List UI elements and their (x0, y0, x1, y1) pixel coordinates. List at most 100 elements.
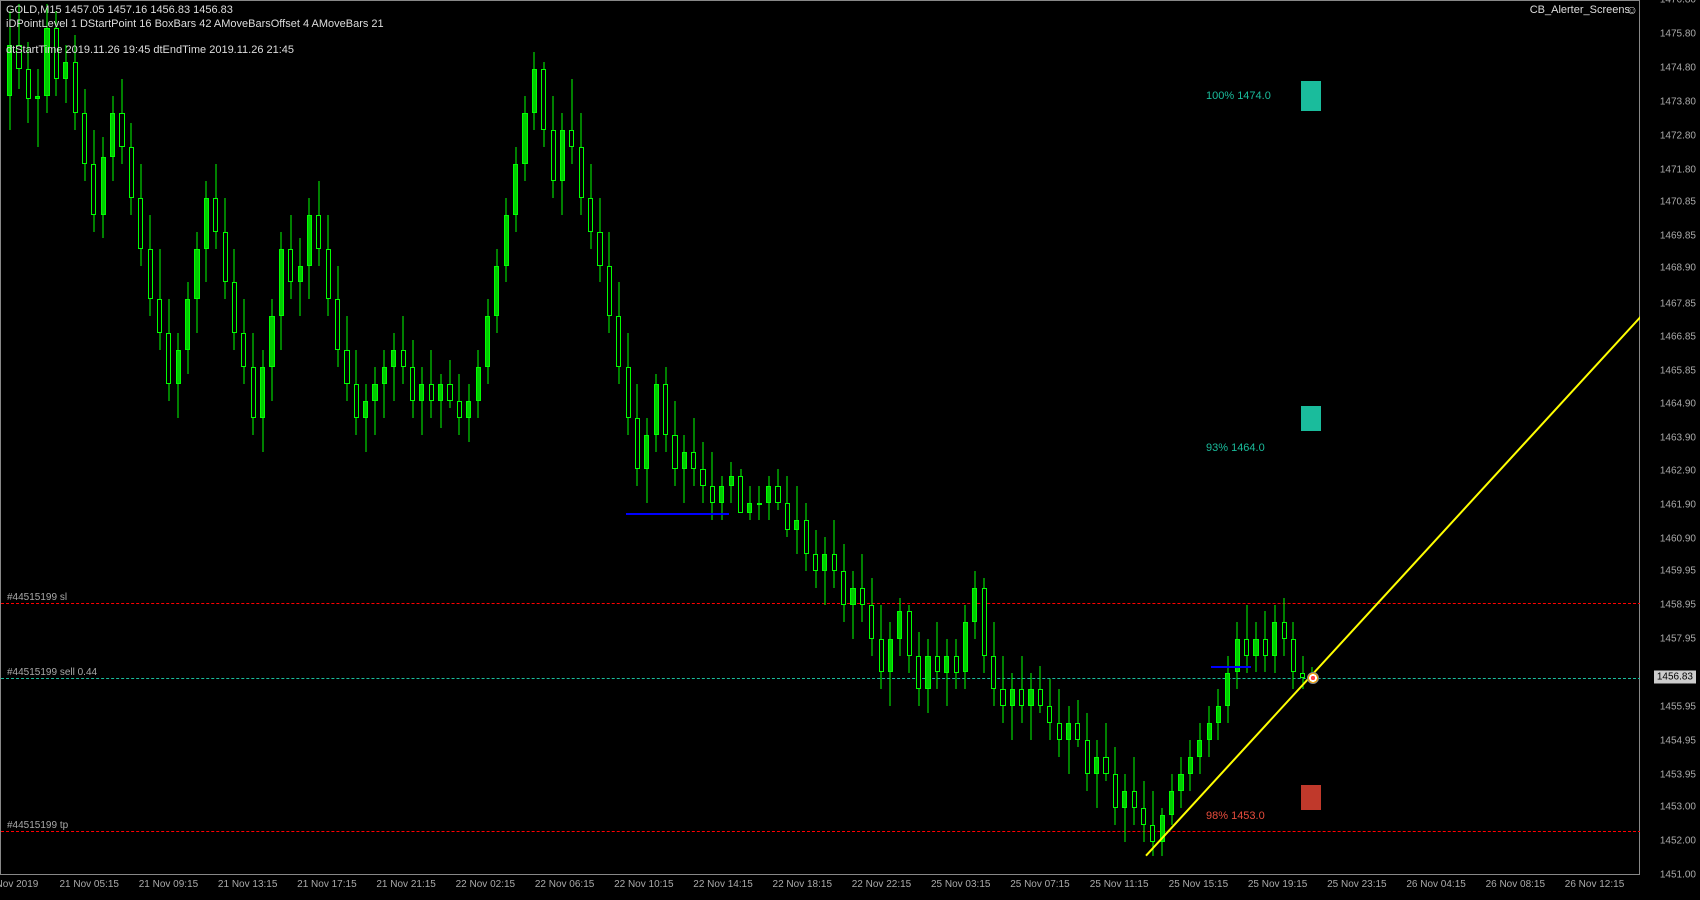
candle[interactable] (335, 266, 340, 368)
candle[interactable] (476, 350, 481, 418)
candle[interactable] (326, 215, 331, 317)
candle[interactable] (485, 299, 490, 384)
target-box[interactable] (1301, 81, 1321, 111)
candle[interactable] (232, 249, 237, 351)
candle[interactable] (504, 198, 509, 283)
candle[interactable] (935, 622, 940, 690)
candle[interactable] (110, 96, 115, 181)
candle[interactable] (457, 374, 462, 435)
candle[interactable] (429, 350, 434, 418)
candle[interactable] (916, 632, 921, 707)
candle[interactable] (138, 164, 143, 266)
candle[interactable] (729, 462, 734, 503)
horizontal-line[interactable]: #44515199 tp (1, 831, 1641, 832)
candle[interactable] (1272, 605, 1277, 673)
candle[interactable] (1047, 679, 1052, 740)
candle[interactable] (569, 79, 574, 164)
candle[interactable] (185, 282, 190, 374)
candle[interactable] (260, 350, 265, 452)
candle[interactable] (269, 299, 274, 401)
candle[interactable] (1057, 689, 1062, 757)
candle[interactable] (822, 537, 827, 605)
candle[interactable] (626, 333, 631, 435)
candle[interactable] (279, 232, 284, 351)
candle[interactable] (494, 249, 499, 334)
candle[interactable] (119, 79, 124, 164)
candle[interactable] (1141, 781, 1146, 842)
candle[interactable] (1075, 700, 1080, 747)
candle[interactable] (747, 486, 752, 520)
horizontal-line[interactable]: #44515199 sell 0.44 (1, 678, 1641, 679)
candle[interactable] (1150, 791, 1155, 855)
candle[interactable] (597, 198, 602, 283)
target-box[interactable] (1301, 785, 1321, 810)
candle[interactable] (635, 384, 640, 486)
candle[interactable] (972, 571, 977, 639)
candle[interactable] (251, 333, 256, 435)
candle[interactable] (832, 520, 837, 588)
candle[interactable] (316, 181, 321, 266)
candle[interactable] (907, 605, 912, 673)
candle[interactable] (1103, 723, 1108, 781)
candle[interactable] (982, 578, 987, 673)
candle[interactable] (1085, 713, 1090, 791)
candle[interactable] (1113, 747, 1118, 825)
candle[interactable] (766, 476, 771, 520)
candle[interactable] (372, 367, 377, 435)
candle[interactable] (363, 384, 368, 452)
candle[interactable] (213, 164, 218, 249)
candle[interactable] (1169, 774, 1174, 825)
candle[interactable] (410, 340, 415, 418)
candle[interactable] (700, 442, 705, 503)
candle[interactable] (1263, 611, 1268, 672)
candle[interactable] (963, 605, 968, 690)
candle[interactable] (1244, 605, 1249, 673)
candle[interactable] (288, 215, 293, 300)
candle[interactable] (869, 578, 874, 656)
candle[interactable] (129, 123, 134, 215)
candle[interactable] (82, 89, 87, 181)
candle[interactable] (991, 622, 996, 707)
candle[interactable] (841, 544, 846, 622)
candle[interactable] (879, 605, 884, 690)
candle[interactable] (1066, 706, 1071, 774)
chart-area[interactable]: #44515199 sl#44515199 sell 0.44#44515199… (0, 0, 1640, 875)
candle[interactable] (775, 469, 780, 510)
candle[interactable] (101, 137, 106, 239)
candle[interactable] (813, 530, 818, 588)
candle[interactable] (654, 374, 659, 452)
candle[interactable] (166, 299, 171, 401)
candle[interactable] (466, 384, 471, 442)
candle[interactable] (1300, 656, 1305, 690)
candle[interactable] (1282, 598, 1287, 656)
candle[interactable] (1160, 808, 1165, 855)
candle[interactable] (1132, 757, 1137, 825)
candle[interactable] (616, 282, 621, 384)
candle[interactable] (223, 198, 228, 300)
candle[interactable] (607, 232, 612, 334)
candle[interactable] (1094, 740, 1099, 808)
candle[interactable] (438, 374, 443, 428)
candle[interactable] (382, 350, 387, 418)
candle[interactable] (1291, 622, 1296, 690)
candle[interactable] (691, 418, 696, 486)
candle[interactable] (1038, 666, 1043, 713)
candle[interactable] (532, 52, 537, 130)
candle[interactable] (1207, 706, 1212, 757)
candle[interactable] (738, 469, 743, 513)
candle[interactable] (354, 350, 359, 435)
candle[interactable] (551, 96, 556, 198)
candle[interactable] (888, 622, 893, 707)
target-box[interactable] (1301, 406, 1321, 431)
candle[interactable] (401, 316, 406, 384)
candle[interactable] (1216, 689, 1221, 740)
candle[interactable] (1235, 622, 1240, 690)
candle[interactable] (804, 503, 809, 571)
candle[interactable] (860, 554, 865, 622)
candle[interactable] (560, 113, 565, 215)
price-marker-icon[interactable] (1307, 672, 1319, 684)
candle[interactable] (1122, 774, 1127, 842)
candle[interactable] (682, 435, 687, 503)
candle[interactable] (513, 147, 518, 232)
candle[interactable] (91, 130, 96, 232)
